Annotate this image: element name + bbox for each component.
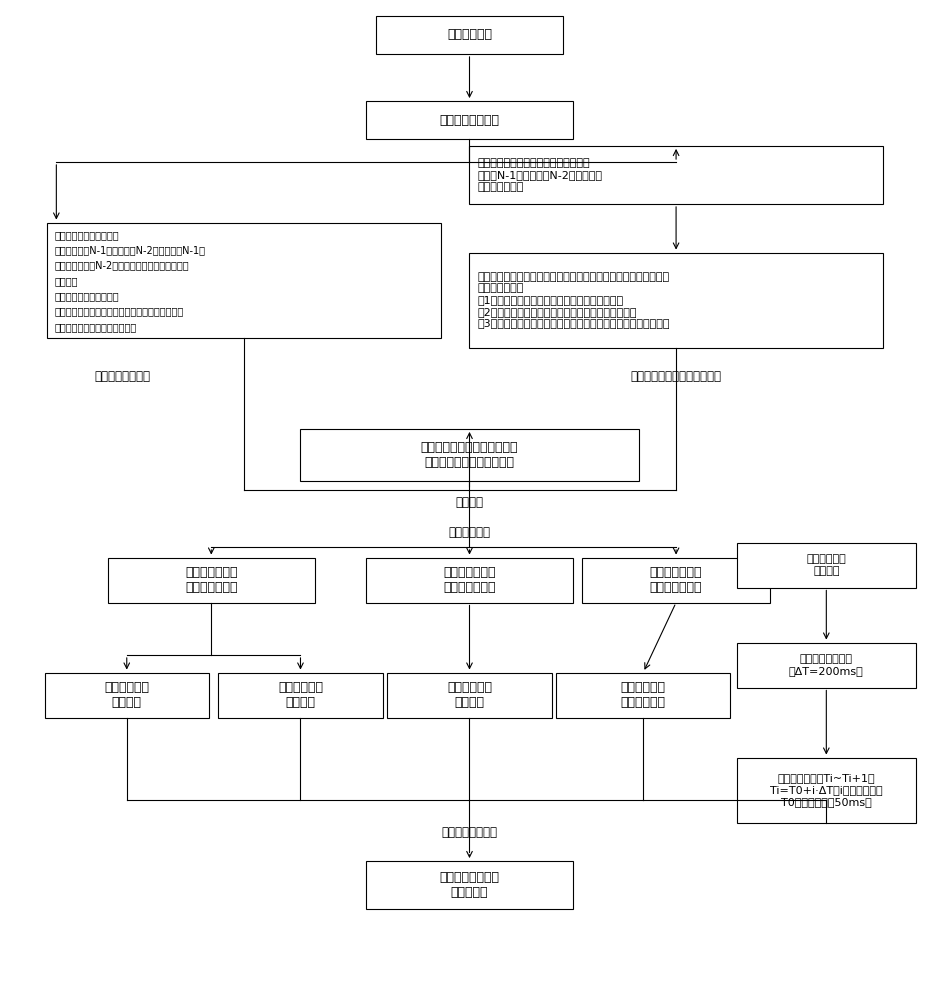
Text: 曲线数据分段提取: 曲线数据分段提取 [441, 826, 498, 838]
Text: 电网不同运行方式: 电网不同运行方式 [439, 113, 500, 126]
FancyBboxPatch shape [737, 758, 916, 822]
Text: 根据典型故障仿真扫描结果，分析电网稳定特性，确定表征系统特
征的关键变量：
（1）电网薄弱断面：故障过程中功率波动较大；
（2）关键母线节点：故障过程中电压跌落: 根据典型故障仿真扫描结果，分析电网稳定特性，确定表征系统特 征的关键变量： （1… [477, 272, 670, 328]
Text: 仿真计算: 仿真计算 [455, 496, 484, 510]
FancyBboxPatch shape [470, 146, 883, 204]
Text: 电网运行数据: 电网运行数据 [447, 28, 492, 41]
Text: 直流系统故障形态包括：: 直流系统故障形态包括： [54, 291, 119, 301]
FancyBboxPatch shape [737, 643, 916, 688]
FancyBboxPatch shape [366, 101, 573, 139]
FancyBboxPatch shape [470, 253, 883, 348]
Text: 典型故障仿真扫描，具体包括：交流线
路三永N-1故障、三永N-2故障，以及
直流闭锁故障。: 典型故障仿真扫描，具体包括：交流线 路三永N-1故障、三永N-2故障，以及 直流… [477, 158, 602, 192]
Text: 电压稳定性分析
所需的特征变量: 电压稳定性分析 所需的特征变量 [443, 566, 496, 594]
Text: 确定取样时间窗口
为ΔT=200ms。: 确定取样时间窗口 为ΔT=200ms。 [789, 654, 864, 676]
FancyBboxPatch shape [218, 673, 383, 718]
Text: 败、再启动、功率速升速降故障: 败、再启动、功率速升速降故障 [54, 322, 137, 332]
Text: 荷故障；: 荷故障； [54, 276, 78, 286]
Text: 功角稳定性分析
所需的特征变量: 功角稳定性分析 所需的特征变量 [185, 566, 238, 594]
Text: 薄弱交流断面
功率曲线: 薄弱交流断面 功率曲线 [104, 681, 149, 709]
Text: 确定计算故障形态: 确定计算故障形态 [94, 369, 150, 382]
FancyBboxPatch shape [387, 673, 551, 718]
FancyBboxPatch shape [737, 542, 916, 587]
Text: 确定表征系统特征的关键变量: 确定表征系统特征的关键变量 [631, 369, 721, 382]
FancyBboxPatch shape [366, 558, 573, 602]
FancyBboxPatch shape [45, 673, 208, 718]
FancyBboxPatch shape [376, 16, 563, 54]
FancyBboxPatch shape [108, 558, 315, 602]
Text: 直流单换流器闭锁、单极闭锁、双极闭锁、换相失: 直流单换流器闭锁、单极闭锁、双极闭锁、换相失 [54, 306, 184, 316]
FancyBboxPatch shape [556, 673, 731, 718]
FancyBboxPatch shape [366, 861, 573, 909]
Text: 关键母线节点
电压曲线: 关键母线节点 电压曲线 [447, 681, 492, 709]
Text: 响应曲线分类: 响应曲线分类 [449, 526, 490, 540]
FancyBboxPatch shape [47, 223, 441, 338]
Text: 电力系统稳定性分
析数据样本: 电力系统稳定性分 析数据样本 [439, 871, 500, 899]
Text: 交流系统故障形态包括：: 交流系统故障形态包括： [54, 230, 119, 240]
Text: 重要发电机组
功角曲线: 重要发电机组 功角曲线 [278, 681, 323, 709]
Text: 重要发电机组
速度偏差曲线: 重要发电机组 速度偏差曲线 [621, 681, 666, 709]
Text: 确定取样时间为Ti~Ti+1。
Ti=T0+i·ΔT（i为自然数）；
T0为故障开始前50ms。: 确定取样时间为Ti~Ti+1。 Ti=T0+i·ΔT（i为自然数）； T0为故障… [770, 773, 883, 807]
Text: 交流线路三永N-1故障、三永N-2故障、单永N-1故: 交流线路三永N-1故障、三永N-2故障、单永N-1故 [54, 245, 206, 255]
Text: 实际电网紧急
控制需求: 实际电网紧急 控制需求 [807, 554, 846, 576]
FancyBboxPatch shape [300, 429, 639, 481]
FancyBboxPatch shape [582, 558, 770, 602]
Text: 多种运行方式、不同交直流故
障形态下关键变量响应曲线: 多种运行方式、不同交直流故 障形态下关键变量响应曲线 [421, 441, 518, 469]
Text: 障、同杆异名相N-2故障、发电机掉机故障、掉负: 障、同杆异名相N-2故障、发电机掉机故障、掉负 [54, 260, 189, 270]
Text: 频率稳定性分析
所需的特征变量: 频率稳定性分析 所需的特征变量 [650, 566, 702, 594]
